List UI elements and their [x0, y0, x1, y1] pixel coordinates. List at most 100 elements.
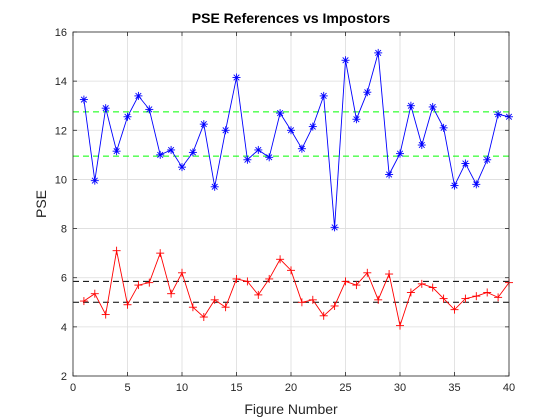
- marker-stroke: [189, 149, 197, 156]
- data-point: [461, 159, 470, 168]
- x-tick-label: 30: [394, 382, 406, 394]
- marker-stroke: [113, 148, 120, 155]
- series-1-line: [83, 52, 510, 228]
- marker-stroke: [124, 113, 131, 120]
- data-point: [90, 289, 99, 298]
- series-2: [79, 246, 513, 330]
- y-tick-label: 2: [61, 371, 67, 383]
- data-point: [210, 295, 219, 304]
- data-point: [297, 298, 306, 307]
- data-point: [319, 91, 328, 100]
- data-point: [101, 104, 110, 113]
- data-point: [265, 153, 274, 162]
- data-point: [417, 141, 426, 150]
- chart-title: PSE References vs Impostors: [192, 10, 391, 26]
- marker-stroke: [451, 182, 458, 189]
- marker-stroke: [440, 124, 447, 131]
- data-point: [385, 170, 394, 179]
- marker-stroke: [266, 154, 273, 161]
- data-point: [199, 120, 208, 129]
- data-point: [221, 303, 230, 312]
- data-point: [221, 126, 230, 135]
- data-point: [341, 56, 350, 65]
- data-point: [374, 295, 383, 304]
- x-tick-label: 40: [503, 382, 515, 394]
- y-tick-label: 8: [61, 224, 67, 236]
- marker-stroke: [385, 171, 393, 178]
- marker-stroke: [102, 105, 109, 112]
- data-point: [232, 73, 241, 82]
- data-point: [374, 48, 383, 57]
- data-point: [112, 147, 121, 156]
- data-point: [210, 182, 219, 191]
- marker-stroke: [418, 141, 425, 149]
- data-point: [199, 313, 208, 322]
- data-point: [396, 149, 404, 158]
- data-point: [79, 297, 88, 306]
- x-axis-label: Figure Number: [244, 401, 338, 417]
- marker-stroke: [484, 156, 491, 163]
- data-point: [276, 255, 285, 264]
- marker-stroke: [375, 49, 382, 57]
- data-point: [385, 270, 394, 279]
- data-point: [123, 112, 132, 121]
- data-point: [406, 101, 415, 110]
- data-point: [243, 155, 252, 164]
- marker-stroke: [244, 156, 251, 163]
- marker-stroke: [157, 151, 164, 158]
- data-point: [330, 223, 339, 232]
- x-tick-label: 20: [285, 382, 297, 394]
- data-point: [145, 105, 154, 114]
- data-point: [450, 181, 459, 190]
- y-tick-label: 16: [55, 27, 67, 39]
- data-point: [156, 150, 165, 159]
- marker-stroke: [287, 127, 295, 134]
- data-point: [363, 88, 372, 97]
- series-1: [79, 48, 513, 232]
- marker-stroke: [135, 92, 142, 100]
- data-point: [308, 295, 317, 304]
- data-point: [134, 281, 143, 290]
- data-point: [188, 303, 197, 312]
- data-point: [341, 277, 350, 286]
- data-point: [90, 176, 99, 185]
- data-point: [123, 300, 132, 309]
- data-point: [461, 294, 470, 303]
- data-point: [439, 294, 448, 303]
- ticks: 0 5 10 15 20 25 30 35 40 2 4 6 8 10 12 14 16: [55, 27, 515, 394]
- data-point: [287, 266, 295, 275]
- data-point: [112, 246, 121, 255]
- data-point: [254, 145, 263, 154]
- marker-stroke: [396, 150, 404, 157]
- marker-stroke: [353, 116, 360, 123]
- data-point: [145, 278, 154, 287]
- data-point: [232, 274, 241, 283]
- data-point: [178, 163, 186, 172]
- data-point: [188, 148, 197, 157]
- y-tick-label: 4: [61, 322, 67, 334]
- marker-stroke: [309, 123, 316, 130]
- marker-stroke: [494, 111, 502, 118]
- data-point: [406, 288, 415, 297]
- marker-stroke: [167, 146, 175, 154]
- data-point: [167, 145, 176, 154]
- marker-stroke: [233, 74, 240, 81]
- marker-stroke: [429, 103, 436, 111]
- marker-stroke: [407, 102, 415, 109]
- data-point: [254, 290, 263, 299]
- x-tick-label: 25: [339, 382, 351, 394]
- data-point: [79, 95, 88, 104]
- data-point: [494, 293, 503, 302]
- data-point: [330, 301, 339, 310]
- data-point: [308, 122, 317, 131]
- data-point: [352, 281, 361, 290]
- marker-stroke: [255, 146, 262, 154]
- data-point: [417, 279, 426, 288]
- x-tick-label: 15: [230, 382, 242, 394]
- data-point: [428, 283, 437, 292]
- marker-stroke: [364, 89, 371, 96]
- data-point: [276, 109, 285, 118]
- data-point: [134, 91, 143, 100]
